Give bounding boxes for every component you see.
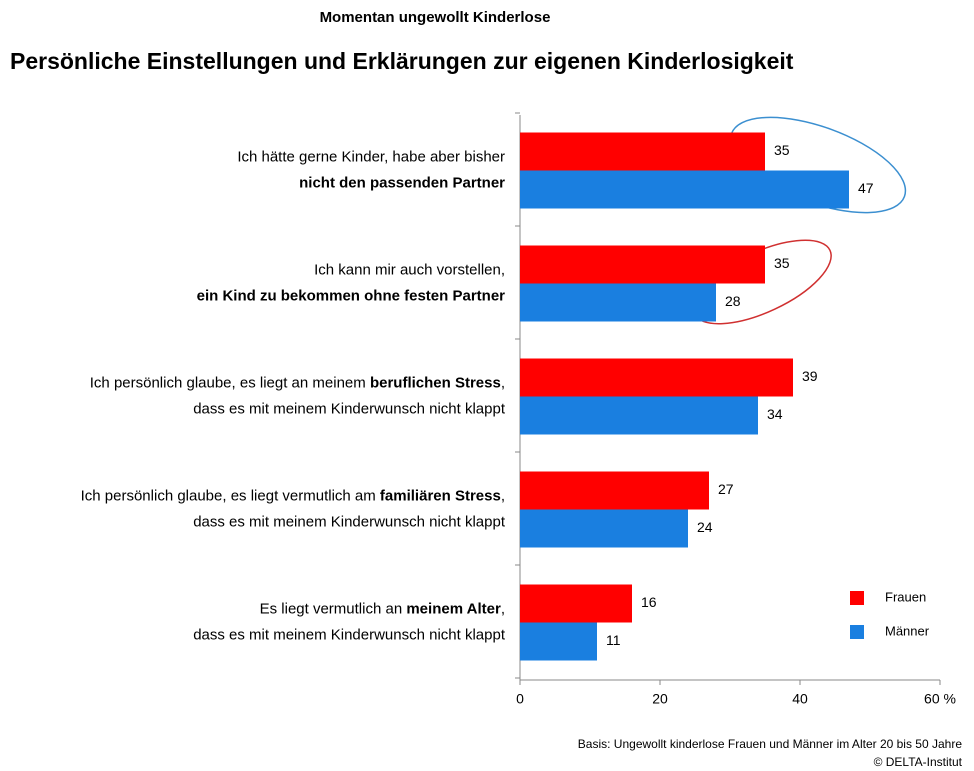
value-label: 35 bbox=[774, 255, 790, 271]
bar bbox=[520, 584, 632, 623]
footnote: Basis: Ungewollt kinderlose Frauen und M… bbox=[578, 737, 963, 751]
label-part: Ich kann mir auch vorstellen, bbox=[314, 261, 505, 278]
value-label: 35 bbox=[774, 142, 790, 158]
label-part: beruflichen Stress bbox=[370, 374, 501, 391]
bar bbox=[520, 245, 765, 284]
x-tick-label: 40 bbox=[792, 691, 808, 707]
label-part: dass es mit meinem Kinderwunsch nicht kl… bbox=[193, 626, 506, 643]
value-label: 39 bbox=[802, 368, 818, 384]
bar bbox=[520, 509, 688, 548]
category-label: Ich persönlich glaube, es liegt an meine… bbox=[90, 374, 505, 391]
label-part: Ich hätte gerne Kinder, habe aber bisher bbox=[237, 148, 505, 165]
category-label: Ich kann mir auch vorstellen, bbox=[314, 261, 505, 278]
value-label: 27 bbox=[718, 481, 734, 497]
legend-label: Männer bbox=[885, 623, 930, 638]
footnote: © DELTA-Institut bbox=[874, 755, 963, 769]
label-part: familiären Stress bbox=[380, 487, 501, 504]
category-label: dass es mit meinem Kinderwunsch nicht kl… bbox=[193, 626, 506, 643]
legend-label: Frauen bbox=[885, 589, 926, 604]
label-part: dass es mit meinem Kinderwunsch nicht kl… bbox=[193, 513, 506, 530]
chart-title: Persönliche Einstellungen und Erklärunge… bbox=[10, 48, 794, 74]
legend-swatch bbox=[850, 625, 864, 639]
category-label: Ich persönlich glaube, es liegt vermutli… bbox=[81, 487, 505, 504]
category-label: dass es mit meinem Kinderwunsch nicht kl… bbox=[193, 400, 506, 417]
x-tick-label: 20 bbox=[652, 691, 668, 707]
category-label: dass es mit meinem Kinderwunsch nicht kl… bbox=[193, 513, 506, 530]
category-label: nicht den passenden Partner bbox=[299, 174, 505, 191]
label-part: dass es mit meinem Kinderwunsch nicht kl… bbox=[193, 400, 506, 417]
value-label: 34 bbox=[767, 406, 783, 422]
legend-swatch bbox=[850, 591, 864, 605]
bar bbox=[520, 283, 716, 322]
label-part: nicht den passenden Partner bbox=[299, 174, 505, 191]
x-tick-label: 60 % bbox=[924, 691, 956, 707]
label-part: , bbox=[501, 487, 505, 504]
label-part: Ich persönlich glaube, es liegt vermutli… bbox=[81, 487, 380, 504]
value-label: 24 bbox=[697, 519, 713, 535]
label-part: , bbox=[501, 374, 505, 391]
label-part: Ich persönlich glaube, es liegt an meine… bbox=[90, 374, 370, 391]
bar bbox=[520, 132, 765, 171]
value-label: 11 bbox=[606, 632, 621, 648]
category-label: ein Kind zu bekommen ohne festen Partner bbox=[197, 287, 506, 304]
chart-subtitle: Momentan ungewollt Kinderlose bbox=[320, 9, 551, 26]
label-part: ein Kind zu bekommen ohne festen Partner bbox=[197, 287, 506, 304]
value-label: 16 bbox=[641, 594, 657, 610]
bar bbox=[520, 358, 793, 397]
value-label: 28 bbox=[725, 293, 741, 309]
x-tick-label: 0 bbox=[516, 691, 524, 707]
label-part: Es liegt vermutlich an bbox=[260, 600, 407, 617]
bar bbox=[520, 622, 597, 661]
category-label: Ich hätte gerne Kinder, habe aber bisher bbox=[237, 148, 505, 165]
bar bbox=[520, 471, 709, 510]
label-part: , bbox=[501, 600, 505, 617]
category-label: Es liegt vermutlich an meinem Alter, bbox=[260, 600, 505, 617]
value-label: 47 bbox=[858, 180, 874, 196]
bar bbox=[520, 170, 849, 209]
label-part: meinem Alter bbox=[406, 600, 501, 617]
bar bbox=[520, 396, 758, 435]
